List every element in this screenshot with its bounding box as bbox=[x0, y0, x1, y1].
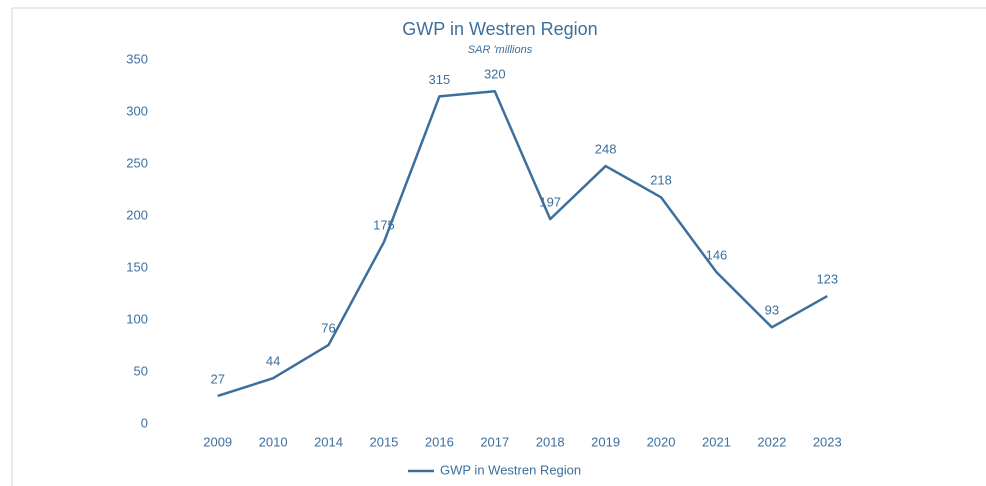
x-tick-label: 2010 bbox=[259, 434, 288, 449]
x-tick-label: 2009 bbox=[203, 434, 232, 449]
y-tick-label: 150 bbox=[126, 259, 148, 274]
x-tick-label: 2017 bbox=[480, 434, 509, 449]
x-tick-label: 2023 bbox=[813, 434, 842, 449]
data-label: 76 bbox=[321, 320, 335, 335]
data-label: 27 bbox=[210, 371, 224, 386]
data-label: 123 bbox=[816, 272, 838, 287]
data-label: 146 bbox=[706, 248, 728, 263]
y-tick-label: 200 bbox=[126, 207, 148, 222]
y-tick-label: 50 bbox=[134, 363, 148, 378]
y-tick-label: 350 bbox=[126, 51, 148, 66]
y-tick-label: 0 bbox=[141, 415, 148, 430]
x-tick-label: 2022 bbox=[757, 434, 786, 449]
data-label: 197 bbox=[539, 195, 561, 210]
x-tick-label: 2014 bbox=[314, 434, 343, 449]
y-tick-label: 300 bbox=[126, 103, 148, 118]
data-label: 93 bbox=[765, 303, 779, 318]
data-label: 315 bbox=[429, 72, 451, 87]
chart-title: GWP in Westren Region bbox=[402, 19, 597, 39]
data-label: 175 bbox=[373, 217, 395, 232]
x-tick-label: 2020 bbox=[647, 434, 676, 449]
data-label: 44 bbox=[266, 354, 280, 369]
y-tick-label: 100 bbox=[126, 311, 148, 326]
x-tick-label: 2021 bbox=[702, 434, 731, 449]
line bbox=[217, 89, 828, 398]
x-tick-label: 2015 bbox=[369, 434, 398, 449]
x-tick-label: 2018 bbox=[536, 434, 565, 449]
data-label: 320 bbox=[484, 67, 506, 82]
legend-label: GWP in Westren Region bbox=[440, 462, 581, 477]
x-tick-label: 2016 bbox=[425, 434, 454, 449]
data-label: 248 bbox=[595, 142, 617, 157]
y-tick-label: 250 bbox=[126, 155, 148, 170]
chart-subtitle: SAR 'millions bbox=[468, 44, 533, 56]
data-label: 218 bbox=[650, 173, 672, 188]
x-tick-label: 2019 bbox=[591, 434, 620, 449]
